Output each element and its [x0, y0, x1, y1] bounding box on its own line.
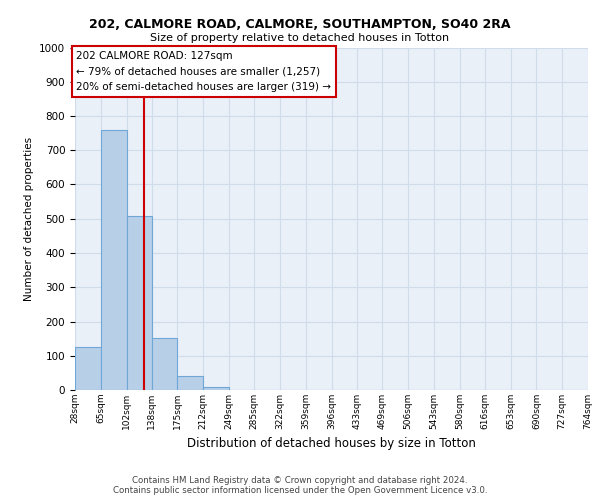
- Bar: [75, 346, 101, 390]
- Bar: [101, 130, 127, 390]
- Y-axis label: Number of detached properties: Number of detached properties: [23, 136, 34, 301]
- Text: Contains public sector information licensed under the Open Government Licence v3: Contains public sector information licen…: [113, 486, 487, 495]
- Text: 202, CALMORE ROAD, CALMORE, SOUTHAMPTON, SO40 2RA: 202, CALMORE ROAD, CALMORE, SOUTHAMPTON,…: [89, 18, 511, 30]
- Bar: [127, 216, 152, 390]
- Bar: [152, 338, 178, 390]
- Bar: [178, 376, 203, 390]
- Bar: [203, 386, 229, 390]
- Text: Contains HM Land Registry data © Crown copyright and database right 2024.: Contains HM Land Registry data © Crown c…: [132, 476, 468, 485]
- X-axis label: Distribution of detached houses by size in Totton: Distribution of detached houses by size …: [187, 438, 476, 450]
- Text: 202 CALMORE ROAD: 127sqm
← 79% of detached houses are smaller (1,257)
20% of sem: 202 CALMORE ROAD: 127sqm ← 79% of detach…: [76, 51, 331, 92]
- Text: Size of property relative to detached houses in Totton: Size of property relative to detached ho…: [151, 33, 449, 43]
